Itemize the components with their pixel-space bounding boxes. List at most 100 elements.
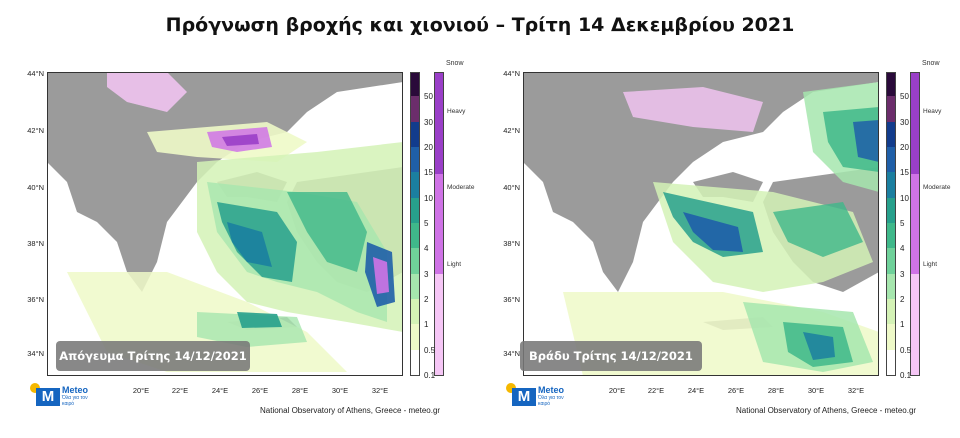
snow-colorbar	[434, 72, 444, 376]
colorbar-segment	[887, 121, 895, 147]
page-title: Πρόγνωση βροχής και χιονιού – Τρίτη 14 Δ…	[165, 14, 795, 36]
colorbar-label: 4	[424, 244, 429, 254]
time-caption: Βράδυ Τρίτης 14/12/2021	[520, 341, 702, 371]
meteo-logo: M Meteo Όλα για τον καιρό	[30, 379, 88, 415]
lat-label: 40°N	[503, 183, 520, 192]
meteo-logo: M Meteo Όλα για τον καιρό	[506, 379, 564, 415]
lon-label: 24°E	[687, 386, 705, 395]
lon-label: 30°E	[807, 386, 825, 395]
snow-category-heavy: Heavy	[447, 108, 466, 115]
colorbar-segment	[411, 121, 419, 147]
source-credit: National Observatory of Athens, Greece -…	[736, 406, 917, 415]
lon-label: 28°E	[291, 386, 309, 395]
colorbar-label: 15	[900, 168, 909, 178]
precipitation-map	[47, 72, 403, 376]
colorbar-label: 15	[424, 168, 433, 178]
lon-label: 22°E	[647, 386, 665, 395]
forecast-panel-afternoon: 44°N 42°N 40°N 38°N 36°N 34°N 20°E 22°E …	[0, 56, 474, 438]
lon-label: 30°E	[331, 386, 349, 395]
snow-segment	[911, 73, 919, 174]
lat-label: 42°N	[503, 126, 520, 135]
colorbar-label: 0.5	[900, 345, 912, 355]
colorbar-label: 20	[900, 143, 909, 152]
colorbar-label: 0.1	[424, 371, 436, 380]
colorbar-label: 0.1	[900, 371, 912, 380]
colorbar-label: 3	[424, 269, 429, 279]
colorbar-segment	[411, 146, 419, 173]
logo-name: Meteo	[538, 385, 565, 395]
colorbar-label: 4	[900, 244, 905, 254]
lat-label: 34°N	[27, 349, 44, 358]
colorbar-label: 0.5	[424, 345, 436, 355]
colorbar-segment	[887, 146, 895, 173]
colorbar-segment	[887, 73, 895, 97]
colorbar-segment	[411, 96, 419, 122]
lon-label: 20°E	[132, 386, 150, 395]
logo-name: Meteo	[62, 385, 89, 395]
snow-legend-title: Snow	[446, 60, 464, 67]
colorbar-segment	[887, 298, 895, 325]
snow-legend-title: Snow	[922, 60, 940, 67]
colorbar-label: 30	[900, 117, 909, 127]
snow-segment	[435, 173, 443, 275]
colorbar-segment	[887, 273, 895, 299]
lat-label: 44°N	[503, 69, 520, 78]
snow-category-light: Light	[923, 261, 938, 268]
lat-label: 44°N	[27, 69, 44, 78]
colorbar-label: 2	[424, 295, 429, 304]
lat-label: 42°N	[27, 126, 44, 135]
snow-segment	[435, 73, 443, 174]
lon-label: 28°E	[767, 386, 785, 395]
time-caption: Απόγευμα Τρίτης 14/12/2021	[56, 341, 250, 371]
colorbar-segment	[887, 96, 895, 122]
colorbar-segment	[411, 172, 419, 198]
lon-label: 24°E	[211, 386, 229, 395]
meteo-logo-mark: M	[36, 388, 60, 406]
colorbar-segment	[411, 248, 419, 274]
snow-segment	[911, 173, 919, 275]
colorbar-label: 1	[900, 320, 905, 330]
lat-label: 34°N	[503, 349, 520, 358]
colorbar-segment	[887, 248, 895, 274]
lat-label: 36°N	[27, 295, 44, 304]
rain-colorbar	[886, 72, 896, 376]
colorbar-label: 2	[900, 295, 905, 304]
colorbar-segment	[411, 349, 419, 375]
lon-label: 26°E	[251, 386, 269, 395]
logo-tagline: Όλα για τον καιρό	[62, 395, 88, 407]
lat-label: 38°N	[27, 239, 44, 248]
colorbar-segment	[411, 222, 419, 249]
colorbar-segment	[887, 197, 895, 223]
lat-label: 36°N	[503, 295, 520, 304]
balkan-landmass	[47, 72, 403, 292]
snow-category-heavy: Heavy	[923, 108, 942, 115]
colorbar-segment	[887, 172, 895, 198]
colorbar-label: 50	[424, 92, 433, 102]
colorbar-segment	[887, 324, 895, 350]
balkan-landmass	[523, 72, 879, 292]
snow-segment	[435, 274, 443, 375]
lon-label: 32°E	[847, 386, 865, 395]
snow-category-moderate: Moderate	[923, 184, 951, 191]
lat-label: 38°N	[503, 239, 520, 248]
colorbar-label: 5	[424, 219, 429, 228]
colorbar-segment	[411, 298, 419, 325]
sun-icon	[506, 383, 516, 393]
snow-colorbar	[910, 72, 920, 376]
colorbar-label: 5	[900, 219, 905, 228]
colorbar-segment	[411, 73, 419, 97]
colorbar-label: 10	[900, 193, 909, 203]
meteo-logo-mark: M	[512, 388, 536, 406]
lon-label: 20°E	[608, 386, 626, 395]
colorbar-label: 10	[424, 193, 433, 203]
colorbar-segment	[411, 197, 419, 223]
lat-label: 40°N	[27, 183, 44, 192]
sun-icon	[30, 383, 40, 393]
colorbar-label: 50	[900, 92, 909, 102]
precipitation-map	[523, 72, 879, 376]
logo-tagline: Όλα για τον καιρό	[538, 395, 564, 407]
snow-category-light: Light	[447, 261, 462, 268]
colorbar-label: 3	[900, 269, 905, 279]
lon-label: 32°E	[371, 386, 389, 395]
rain-colorbar	[410, 72, 420, 376]
